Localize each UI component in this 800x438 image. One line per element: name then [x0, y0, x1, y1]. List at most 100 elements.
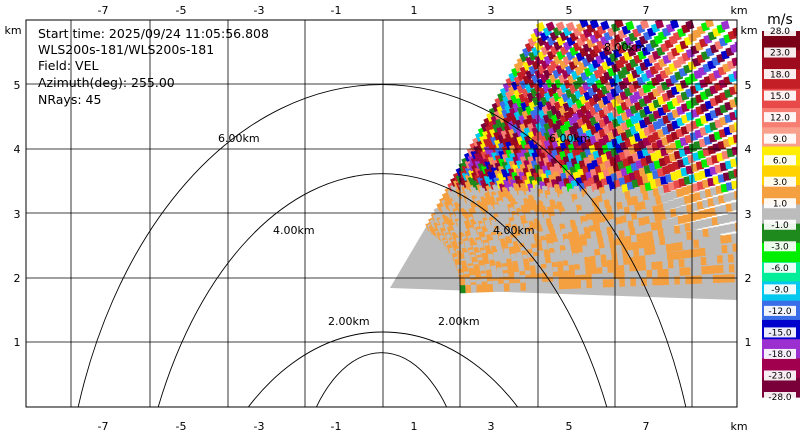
range-ring-labels: 2.00km 2.00km 4.00km 4.00km 6.00km 6.00k…	[218, 41, 646, 328]
range-ring-2km	[316, 352, 447, 407]
range-ring-8km	[77, 84, 687, 407]
sweep-gate	[525, 282, 534, 291]
colorbar-label: -9.0	[771, 286, 789, 296]
sweep-gate	[735, 222, 737, 231]
sweep-gate	[591, 279, 600, 288]
sweep-gate	[639, 255, 647, 264]
sweep-gate	[668, 268, 676, 277]
sweep-gate	[645, 262, 654, 271]
sweep-gate	[696, 275, 704, 284]
sweep-gate	[654, 20, 665, 29]
x-tick-bottom: 1	[411, 420, 418, 433]
colorbar-label: 15.0	[770, 92, 790, 102]
sweep-gate	[624, 278, 632, 287]
sweep-gate	[596, 267, 604, 276]
sweep-gate	[633, 248, 641, 258]
sweep-gate	[465, 284, 473, 293]
sweep-gate	[710, 246, 718, 255]
sweep-gate	[707, 275, 715, 284]
colorbar-label-bg	[764, 327, 796, 338]
sweep-gate	[701, 266, 709, 275]
sweep-gate	[657, 269, 665, 278]
sweep-gate	[536, 281, 545, 291]
sweep-gate	[701, 275, 709, 284]
x-tick-bottom: 5	[566, 420, 573, 433]
sweep-gate	[676, 242, 685, 251]
x-tick-bottom: 3	[488, 420, 495, 433]
sweep-gate	[487, 283, 495, 293]
ring-label-right-6km: 6.00km	[549, 132, 591, 145]
colorbar-label: -3.0	[771, 242, 789, 252]
colorbar-label: -28.0	[768, 393, 792, 403]
sweep-gate	[575, 280, 583, 289]
colorbar-label-bg	[764, 133, 796, 144]
sweep-gate	[514, 282, 523, 291]
sweep-gate	[531, 282, 539, 291]
colorbar-swatches	[762, 31, 800, 398]
sweep-gate	[652, 277, 660, 286]
sweep-gate	[602, 266, 610, 275]
colorbar-label: 6.0	[773, 156, 788, 166]
sweep-gate	[695, 257, 703, 266]
sweep-gate	[547, 281, 556, 290]
azimuth-text: Azimuth(deg): 255.00	[38, 75, 175, 90]
colorbar-label-bg	[764, 392, 796, 402]
colorbar-label-bg	[764, 47, 796, 58]
sweep-gate	[520, 282, 528, 291]
nrays-text: NRays: 45	[38, 92, 101, 107]
y-tick-left: 1	[14, 336, 21, 349]
ring-label-left-6km: 6.00km	[218, 132, 260, 145]
sweep-gate	[646, 277, 654, 286]
x-tick-top: 3	[488, 4, 495, 17]
sweep-gate	[734, 263, 737, 272]
colorbar-label-bg	[764, 26, 796, 36]
y-tick-right: 2	[745, 272, 752, 285]
sweep-gate	[712, 274, 720, 283]
sweep-gate	[564, 280, 572, 289]
colorbar-label-bg	[764, 219, 796, 230]
colorbar-label: 3.0	[773, 178, 788, 188]
sweep-gate	[553, 281, 561, 290]
sweep-gate	[733, 168, 737, 178]
sweep-gate	[731, 56, 737, 67]
sweep-gate	[712, 265, 720, 274]
colorbar-label: 23.0	[770, 49, 790, 59]
sweep-gate	[639, 20, 650, 30]
x-ticks-bottom: -7 -5 -3 -1 1 3 5 7 km	[98, 420, 748, 433]
sweep-gate	[641, 277, 649, 286]
sweep-gate	[589, 20, 600, 29]
x-tick-bottom: 7	[643, 420, 650, 433]
y-tick-right: 5	[745, 79, 752, 92]
sweep-gate	[616, 251, 625, 260]
sweep-gate	[663, 276, 671, 285]
sweep-gate	[492, 283, 501, 292]
sweep-gate	[720, 235, 728, 244]
ring-label-right-2km: 2.00km	[438, 315, 480, 328]
colorbar-label: -6.0	[771, 264, 789, 274]
sweep-gate	[721, 244, 729, 254]
sweep-gate	[736, 232, 737, 241]
y-tick-right: 1	[745, 336, 752, 349]
sweep-gate	[604, 246, 613, 256]
sweep-gate	[555, 21, 566, 32]
colorbar-unit: m/s	[767, 12, 793, 28]
sweep-gate	[729, 223, 737, 232]
colorbar-label-bg	[764, 155, 796, 166]
range-ring-6km	[157, 173, 608, 407]
sweep-gate	[689, 258, 698, 267]
colorbar-swatch	[762, 204, 800, 225]
sweep-gate	[503, 283, 512, 292]
x-tick-top: -3	[254, 4, 265, 17]
sweep-gate	[608, 279, 616, 288]
colorbar-label: 28.0	[770, 27, 790, 37]
colorbar-label-bg	[764, 284, 796, 295]
x-tick-bottom: -5	[176, 420, 187, 433]
ring-label-right-4km: 4.00km	[493, 224, 535, 237]
sweep-info: Start time: 2025/09/24 11:05:56.808 WLS2…	[38, 26, 269, 107]
y-tick-left: 5	[14, 79, 21, 92]
sweep-gate	[718, 274, 726, 283]
x-tick-bottom: -3	[254, 420, 265, 433]
colorbar-label: -23.0	[768, 372, 792, 382]
sweep-gate	[733, 190, 737, 200]
